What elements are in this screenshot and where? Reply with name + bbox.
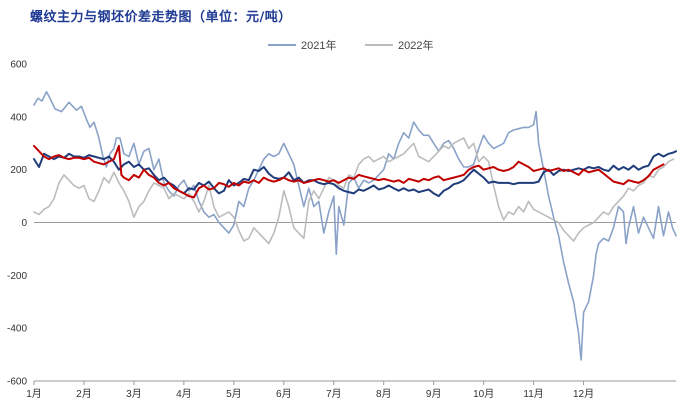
y-tick-label: 600	[10, 60, 27, 71]
y-tick-label: 0	[21, 218, 27, 229]
x-tick-label: 12月	[573, 388, 594, 400]
legend-item-2022: 2022年	[365, 38, 433, 52]
legend-label-2021: 2021年	[301, 40, 337, 52]
x-tick-label: 3月	[126, 388, 142, 400]
legend-item-2021: 2021年	[268, 38, 336, 52]
legend-swatch-2022	[365, 44, 393, 46]
x-tick-label: 9月	[426, 388, 442, 400]
series-line-2021	[33, 90, 677, 361]
legend-label-2022: 2022年	[398, 40, 434, 52]
chart-title: 螺纹主力与钢坯价差走势图（单位：元/吨）	[30, 10, 292, 25]
y-tick-label: -600	[7, 377, 27, 388]
legend: 2021年 2022年	[0, 0, 692, 60]
series-line-2022	[33, 137, 675, 245]
x-tick-label: 11月	[523, 388, 543, 400]
x-tick-label: 1月	[26, 388, 42, 400]
legend-swatch-2021	[268, 44, 296, 46]
y-tick-label: 200	[10, 165, 27, 176]
series-line-red	[33, 144, 665, 199]
x-tick-label: 6月	[276, 388, 292, 400]
x-tick-label: 2月	[76, 388, 92, 400]
x-tick-label: 5月	[226, 388, 242, 400]
x-tick-label: 8月	[376, 388, 392, 400]
y-tick-label: -400	[7, 324, 27, 335]
x-tick-label: 7月	[326, 388, 342, 400]
x-tick-label: 4月	[176, 388, 192, 400]
x-tick-label: 10月	[473, 388, 494, 400]
y-tick-label: -200	[7, 271, 27, 282]
y-tick-label: 400	[10, 112, 27, 123]
